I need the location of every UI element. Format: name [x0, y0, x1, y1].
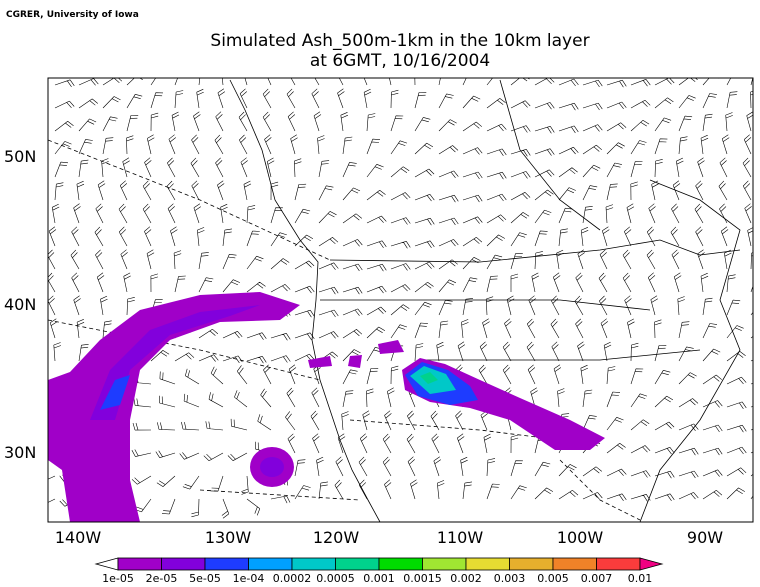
lon-label: 140W: [55, 528, 102, 547]
colorbar-arrow-right: [639, 557, 664, 571]
colorbar-box: [422, 557, 467, 571]
colorbar-label: 1e-04: [233, 572, 265, 585]
colorbar-box: [291, 557, 336, 571]
wind-barbs: [48, 78, 753, 519]
colorbar-label: 0.001: [363, 572, 395, 585]
lon-label: 100W: [557, 528, 604, 547]
wind-barb-field: [48, 78, 753, 519]
lon-label: 110W: [437, 528, 484, 547]
colorbar-arrow-left: [94, 557, 119, 571]
colorbar-label: 0.0002: [273, 572, 312, 585]
lat-label: 40N: [4, 295, 36, 314]
colorbar-label: 1e-05: [102, 572, 134, 585]
title: Simulated Ash_500m-1km in the 10km layer: [210, 31, 589, 51]
colorbar-box: [117, 557, 162, 571]
colorbar-label: 0.0005: [316, 572, 355, 585]
colorbar-box: [204, 557, 249, 571]
colorbar-box: [378, 557, 423, 571]
colorbar-box: [509, 557, 554, 571]
coastlines: [48, 79, 741, 522]
map-frame: [47, 77, 754, 523]
lat-label: 30N: [4, 443, 36, 462]
colorbar: 1e-05 2e-05 5e-05 1e-04 0.0002 0.0005 0.001 0.0…: [94, 557, 664, 585]
lat-label: 50N: [4, 147, 36, 166]
colorbar-label: 0.007: [581, 572, 613, 585]
colorbar-label: 2e-05: [146, 572, 178, 585]
lon-label: 130W: [205, 528, 252, 547]
credit: CGRER, University of Iowa: [6, 10, 139, 20]
colorbar-label: 0.002: [450, 572, 482, 585]
lon-label: 120W: [313, 528, 360, 547]
subtitle: at 6GMT, 10/16/2004: [310, 51, 490, 71]
colorbar-box: [465, 557, 510, 571]
map-area: [48, 78, 753, 522]
colorbar-box: [552, 557, 597, 571]
lon-label: 90W: [687, 528, 723, 547]
colorbar-label: 0.01: [628, 572, 653, 585]
colorbar-label: 0.003: [494, 572, 526, 585]
ash-plume: [48, 292, 605, 522]
colorbar-box: [161, 557, 206, 571]
colorbar-label: 0.0015: [403, 572, 442, 585]
colorbar-label: 0.005: [537, 572, 569, 585]
colorbar-label: 5e-05: [189, 572, 221, 585]
colorbar-box: [596, 557, 641, 571]
colorbar-box: [335, 557, 380, 571]
colorbar-box: [248, 557, 293, 571]
